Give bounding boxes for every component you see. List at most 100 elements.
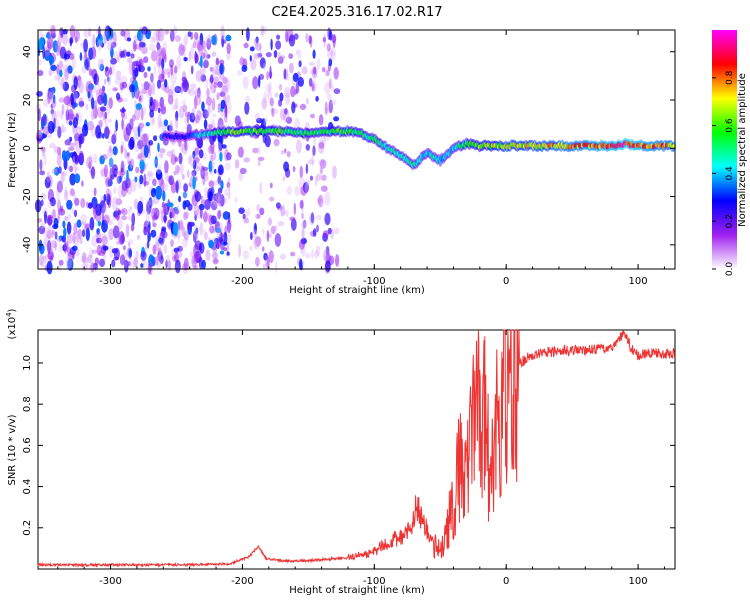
noise-speck xyxy=(285,209,289,217)
noise-speck xyxy=(103,214,110,224)
noise-speck xyxy=(257,156,265,161)
noise-speck xyxy=(183,34,188,47)
noise-speck xyxy=(206,88,210,99)
noise-speck xyxy=(133,257,138,268)
noise-speck xyxy=(218,164,224,175)
noise-speck xyxy=(217,141,222,154)
noise-speck xyxy=(197,40,204,54)
noise-speck xyxy=(136,155,143,160)
noise-speck xyxy=(78,97,84,109)
noise-speck xyxy=(103,203,108,211)
noise-speck xyxy=(37,70,44,77)
noise-speck xyxy=(213,82,219,88)
noise-speck xyxy=(173,170,177,176)
noise-speck xyxy=(273,50,278,58)
noise-speck xyxy=(71,207,75,214)
snr-frame xyxy=(37,329,676,570)
noise-speck xyxy=(110,58,117,65)
noise-speck xyxy=(122,122,127,136)
noise-speck xyxy=(66,241,69,253)
noise-speck xyxy=(217,187,223,195)
noise-speck xyxy=(121,215,127,221)
noise-speck xyxy=(109,67,113,75)
noise-speck xyxy=(249,46,255,52)
noise-speck xyxy=(80,198,86,209)
noise-speck xyxy=(159,255,164,265)
noise-speck xyxy=(274,92,279,98)
noise-speck xyxy=(318,159,326,167)
noise-speck xyxy=(99,63,105,72)
noise-speck xyxy=(269,182,273,189)
noise-speck xyxy=(49,88,55,100)
noise-speck xyxy=(318,114,324,126)
noise-speck xyxy=(50,25,56,37)
noise-speck xyxy=(236,69,243,76)
noise-speck xyxy=(219,194,225,207)
noise-speck xyxy=(153,98,156,109)
noise-speck xyxy=(260,26,265,37)
x-tick-label: 100 xyxy=(629,576,648,587)
noise-speck xyxy=(126,209,131,216)
noise-speck xyxy=(39,170,45,176)
noise-speck xyxy=(284,86,291,98)
noise-speck xyxy=(85,103,89,111)
spectrogram-x-label: Height of straight line (km) xyxy=(289,285,425,296)
noise-speck xyxy=(117,185,124,199)
noise-speck xyxy=(42,45,46,60)
noise-speck xyxy=(156,53,162,68)
noise-speck xyxy=(159,50,166,59)
noise-speck xyxy=(179,87,186,93)
noise-speck xyxy=(266,71,269,80)
noise-speck xyxy=(152,214,159,221)
noise-speck xyxy=(112,146,118,156)
noise-speck xyxy=(139,174,144,185)
noise-speck xyxy=(107,148,114,157)
noise-speck xyxy=(299,199,304,209)
noise-speck xyxy=(319,159,327,169)
noise-speck xyxy=(213,168,217,174)
noise-speck xyxy=(222,211,230,220)
noise-speck xyxy=(159,231,165,246)
noise-speck xyxy=(163,204,167,217)
noise-speck xyxy=(257,146,261,155)
noise-speck xyxy=(56,153,62,167)
noise-speck xyxy=(333,116,340,122)
noise-speck xyxy=(288,34,296,47)
noise-speck xyxy=(110,45,114,59)
noise-speck xyxy=(216,225,222,238)
noise-speck xyxy=(150,36,156,43)
noise-speck xyxy=(71,254,75,260)
noise-speck xyxy=(193,264,198,270)
noise-speck xyxy=(261,228,265,236)
noise-speck xyxy=(254,222,257,235)
noise-speck xyxy=(168,175,175,186)
noise-speck xyxy=(220,25,225,40)
noise-speck xyxy=(154,156,158,168)
noise-speck xyxy=(202,166,209,171)
noise-speck xyxy=(149,96,154,107)
noise-speck xyxy=(190,65,194,75)
noise-speck xyxy=(191,201,198,207)
noise-speck xyxy=(195,70,203,83)
noise-speck xyxy=(324,260,331,273)
noise-speck xyxy=(322,230,329,238)
noise-speck xyxy=(57,126,62,139)
noise-speck xyxy=(53,217,59,228)
noise-speck xyxy=(66,199,73,210)
noise-speck xyxy=(249,245,253,252)
noise-speck xyxy=(55,118,60,129)
noise-speck xyxy=(255,36,259,44)
noise-speck xyxy=(194,213,197,221)
noise-speck xyxy=(325,69,330,77)
noise-speck xyxy=(88,88,93,94)
noise-speck xyxy=(145,211,150,225)
noise-speck xyxy=(64,189,69,202)
noise-speck xyxy=(215,191,222,203)
noise-speck xyxy=(251,229,258,239)
noise-speck xyxy=(114,170,120,175)
noise-speck xyxy=(108,97,113,109)
noise-speck xyxy=(275,202,281,209)
noise-speck xyxy=(140,250,147,261)
noise-speck xyxy=(104,118,108,129)
noise-speck xyxy=(198,226,201,231)
